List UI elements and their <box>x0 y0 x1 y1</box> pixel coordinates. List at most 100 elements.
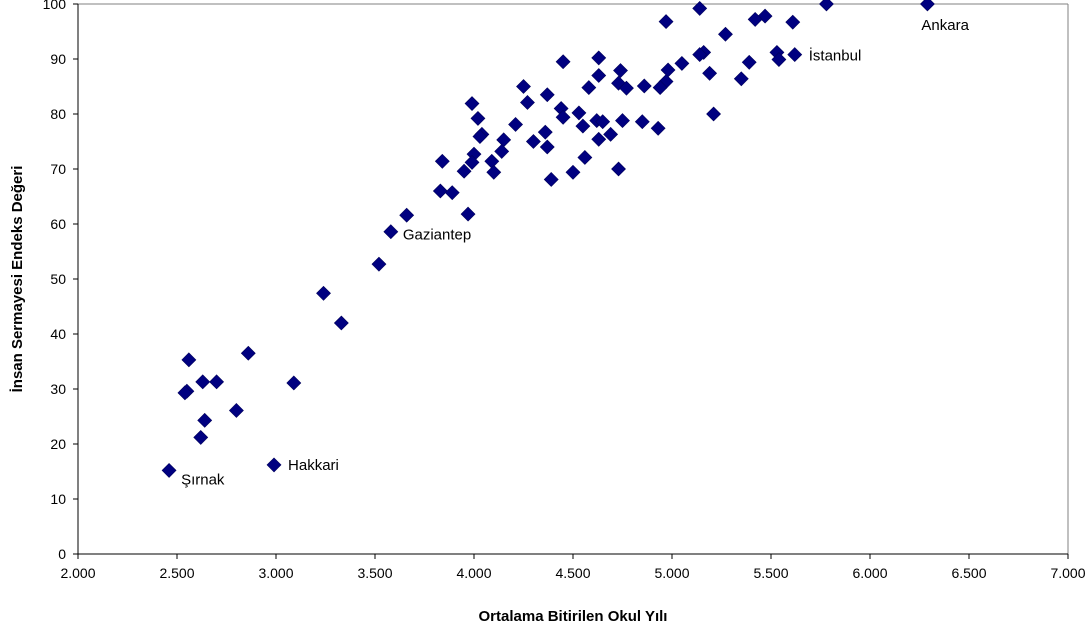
data-point <box>787 47 803 63</box>
data-point <box>702 65 718 81</box>
data-point <box>692 47 708 63</box>
data-point <box>706 106 722 122</box>
data-point <box>383 224 399 240</box>
data-points <box>161 0 935 478</box>
y-tick-label: 40 <box>50 326 66 342</box>
data-point <box>634 114 650 130</box>
data-point <box>581 80 597 96</box>
data-point <box>555 109 571 125</box>
data-point <box>718 26 733 42</box>
x-tick-label: 7.000 <box>1050 565 1085 581</box>
data-point <box>591 131 607 147</box>
data-point <box>520 95 535 110</box>
y-tick-label: 100 <box>43 0 67 12</box>
data-point <box>539 139 555 155</box>
data-point <box>228 403 244 418</box>
data-point <box>464 96 480 111</box>
data-point <box>286 375 302 391</box>
data-point <box>525 134 541 149</box>
data-point <box>613 63 628 78</box>
data-point <box>432 183 448 199</box>
x-tick-label: 6.000 <box>852 565 887 581</box>
data-point <box>674 55 690 71</box>
y-tick-label: 60 <box>50 216 66 232</box>
data-point <box>508 117 524 132</box>
y-tick-label: 90 <box>50 51 66 67</box>
data-point <box>444 185 460 201</box>
data-point <box>161 462 177 478</box>
x-tick-label: 4.000 <box>456 565 491 581</box>
y-axis-title: İnsan Sermayesi Endeks Değeri <box>9 166 26 393</box>
y-axis-ticks: 0 10 20 30 40 50 60 70 80 90 100 <box>43 0 78 562</box>
data-point <box>456 163 472 179</box>
data-point <box>591 50 607 66</box>
data-point <box>266 457 282 473</box>
data-point <box>209 374 225 390</box>
data-point <box>197 412 213 428</box>
data-point <box>741 54 757 70</box>
data-point <box>603 126 619 142</box>
data-point <box>181 352 197 368</box>
data-point <box>577 150 593 165</box>
data-point <box>486 164 502 180</box>
data-point <box>555 54 571 70</box>
data-point <box>636 78 652 94</box>
y-tick-label: 50 <box>50 271 66 287</box>
x-tick-label: 6.500 <box>951 565 986 581</box>
data-point <box>472 129 488 144</box>
data-point <box>496 132 512 148</box>
y-tick-label: 10 <box>50 491 66 507</box>
x-tick-label: 3.500 <box>357 565 392 581</box>
point-annotation-label: İstanbul <box>809 47 862 65</box>
point-annotations: Ankara İstanbul Gaziantep Hakkari Şırnak <box>181 17 970 488</box>
data-point <box>434 153 450 169</box>
data-point <box>399 207 415 223</box>
x-tick-label: 4.500 <box>555 565 590 581</box>
x-axis-ticks: 2.000 2.500 3.000 3.500 4.000 4.500 5.000 5.500… <box>60 554 1086 581</box>
data-point <box>193 429 209 445</box>
data-point <box>494 143 510 159</box>
data-point <box>595 114 611 130</box>
data-point <box>652 80 668 96</box>
data-point <box>195 374 211 390</box>
data-point <box>747 11 763 27</box>
data-point <box>464 154 480 170</box>
data-point <box>371 256 387 272</box>
data-point <box>785 14 801 30</box>
data-point <box>819 0 834 12</box>
data-point <box>619 80 634 96</box>
x-tick-label: 5.000 <box>654 565 689 581</box>
data-point <box>333 315 349 331</box>
y-tick-label: 20 <box>50 436 66 452</box>
data-point <box>240 345 256 361</box>
point-annotation-label: Ankara <box>921 17 969 34</box>
data-point <box>591 68 607 83</box>
x-tick-label: 2.500 <box>159 565 194 581</box>
data-point <box>539 87 555 103</box>
y-tick-label: 70 <box>50 161 66 177</box>
data-point <box>650 120 666 136</box>
x-tick-label: 2.000 <box>60 565 95 581</box>
data-point <box>565 164 581 180</box>
y-tick-label: 30 <box>50 381 66 397</box>
point-annotation-label: Hakkari <box>288 457 339 474</box>
data-point <box>537 124 553 140</box>
y-tick-label: 0 <box>58 546 66 562</box>
data-point <box>177 385 193 401</box>
data-point <box>919 0 935 12</box>
point-annotation-label: Gaziantep <box>403 227 471 244</box>
data-point <box>660 62 676 78</box>
data-point <box>543 172 559 187</box>
x-tick-label: 5.500 <box>753 565 788 581</box>
data-point <box>658 14 674 30</box>
data-point <box>470 110 486 126</box>
data-point <box>516 79 531 94</box>
x-axis-title: Ortalama Bitirilen Okul Yılı <box>479 608 668 625</box>
data-point <box>615 113 630 129</box>
data-point <box>733 71 749 87</box>
data-point <box>316 285 331 301</box>
data-point <box>575 118 591 134</box>
data-point <box>484 153 500 169</box>
data-point <box>571 105 587 121</box>
